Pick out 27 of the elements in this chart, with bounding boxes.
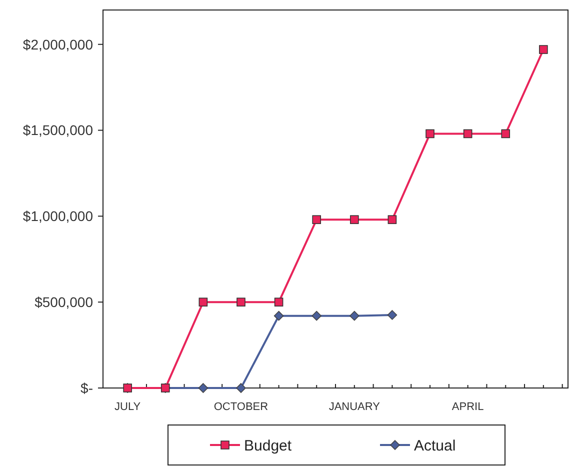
point [350, 310, 360, 321]
x-tick-label: OCTOBER [214, 401, 268, 413]
point [463, 129, 472, 138]
point [312, 310, 322, 321]
point [274, 310, 284, 321]
y-tick-label: $500,000 [34, 294, 94, 310]
y-tick-label: $2,000,000 [22, 36, 94, 52]
x-tick-label: JANUARY [328, 401, 381, 413]
legend-label: Actual [414, 437, 456, 454]
point [198, 298, 208, 306]
x-tick-label: JULY [114, 401, 142, 413]
point [501, 129, 510, 138]
legend-label: Budget [244, 437, 292, 454]
y-tick-label: $1,500,000 [22, 122, 94, 138]
point [426, 129, 434, 138]
x-tick-label: APRIL [452, 401, 484, 413]
point [274, 298, 284, 306]
point [539, 45, 548, 54]
point [236, 383, 246, 393]
point [350, 215, 359, 224]
y-tick-label: $- [80, 380, 94, 396]
y-tick-label: $1,000,000 [22, 208, 94, 224]
point [388, 215, 397, 224]
point [387, 310, 398, 320]
point [312, 215, 321, 224]
point [236, 298, 246, 306]
point [198, 383, 208, 393]
